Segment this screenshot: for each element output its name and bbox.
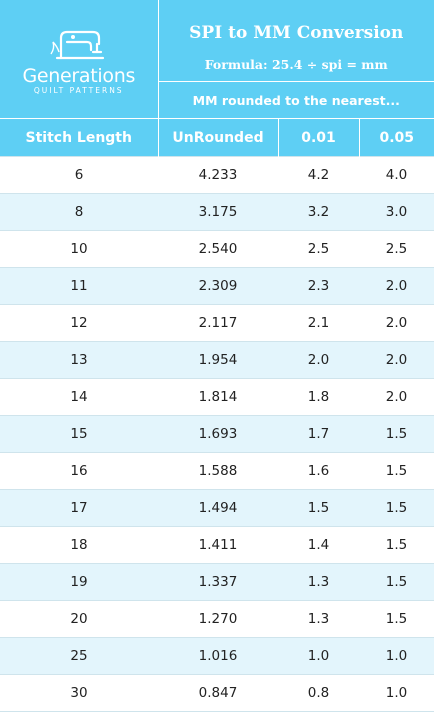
table-row: 30 0.847 0.8 1.0: [0, 674, 434, 712]
rounded-0-05-cell: 1.0: [359, 637, 434, 675]
table-row: 13 1.954 2.0 2.0: [0, 341, 434, 379]
stitch-length-cell: 10: [0, 230, 158, 268]
unrounded-cell: 1.337: [158, 563, 278, 601]
table-row: 18 1.411 1.4 1.5: [0, 526, 434, 564]
unrounded-cell: 2.309: [158, 267, 278, 305]
rounded-0-05-cell: 2.0: [359, 341, 434, 379]
logo: Generations QUILT PATTERNS: [0, 0, 159, 119]
rounded-0-05-cell: 1.5: [359, 600, 434, 638]
stitch-length-cell: 11: [0, 267, 158, 305]
table-row: 6 4.233 4.2 4.0: [0, 156, 434, 194]
table-row: 12 2.117 2.1 2.0: [0, 304, 434, 342]
table-row: 16 1.588 1.6 1.5: [0, 452, 434, 490]
table-row: 19 1.337 1.3 1.5: [0, 563, 434, 601]
stitch-length-cell: 15: [0, 415, 158, 453]
rounded-0-01-cell: 2.5: [278, 230, 359, 268]
table-row: 14 1.814 1.8 2.0: [0, 378, 434, 416]
unrounded-cell: 0.847: [158, 674, 278, 712]
stitch-length-cell: 25: [0, 637, 158, 675]
logo-brand: Generations: [22, 64, 136, 87]
unrounded-cell: 1.411: [158, 526, 278, 564]
rounded-0-05-cell: 1.5: [359, 415, 434, 453]
rounded-0-01-cell: 1.3: [278, 600, 359, 638]
rounded-0-05-cell: 4.0: [359, 156, 434, 194]
unrounded-cell: 2.540: [158, 230, 278, 268]
unrounded-cell: 2.117: [158, 304, 278, 342]
stitch-length-cell: 16: [0, 452, 158, 490]
unrounded-cell: 1.588: [158, 452, 278, 490]
stitch-length-cell: 30: [0, 674, 158, 712]
rounded-0-05-cell: 2.5: [359, 230, 434, 268]
rounded-0-01-cell: 1.0: [278, 637, 359, 675]
rounded-0-01-cell: 1.3: [278, 563, 359, 601]
table-row: 17 1.494 1.5 1.5: [0, 489, 434, 527]
stitch-length-cell: 12: [0, 304, 158, 342]
table-row: 25 1.016 1.0 1.0: [0, 637, 434, 675]
unrounded-cell: 3.175: [158, 193, 278, 231]
unrounded-cell: 1.494: [158, 489, 278, 527]
logo-tagline: QUILT PATTERNS: [33, 85, 124, 95]
unrounded-cell: 1.270: [158, 600, 278, 638]
stitch-length-cell: 6: [0, 156, 158, 194]
rounded-0-05-cell: 1.0: [359, 674, 434, 712]
rounded-0-05-cell: 1.5: [359, 452, 434, 490]
rounded-0-01-cell: 1.7: [278, 415, 359, 453]
rounded-0-01-cell: 1.4: [278, 526, 359, 564]
rounded-0-01-cell: 3.2: [278, 193, 359, 231]
unrounded-cell: 1.954: [158, 341, 278, 379]
rounded-0-01-cell: 1.5: [278, 489, 359, 527]
stitch-length-cell: 19: [0, 563, 158, 601]
stitch-length-cell: 18: [0, 526, 158, 564]
sewing-machine-icon: [50, 30, 104, 59]
stitch-length-cell: 20: [0, 600, 158, 638]
rounded-0-01-cell: 1.8: [278, 378, 359, 416]
table-row: 15 1.693 1.7 1.5: [0, 415, 434, 453]
stitch-length-cell: 17: [0, 489, 158, 527]
rounded-0-01-cell: 2.1: [278, 304, 359, 342]
formula-text: Formula: 25.4 ÷ spi = mm: [158, 47, 434, 82]
rounding-group-label: MM rounded to the nearest...: [157, 81, 434, 119]
column-header-unrounded: UnRounded: [157, 118, 278, 157]
rounded-0-01-cell: 0.8: [278, 674, 359, 712]
unrounded-cell: 1.814: [158, 378, 278, 416]
rounded-0-01-cell: 4.2: [278, 156, 359, 194]
column-header-0-05: 0.05: [358, 118, 434, 157]
column-header-0-01: 0.01: [277, 118, 359, 157]
rounded-0-05-cell: 2.0: [359, 267, 434, 305]
stitch-length-cell: 13: [0, 341, 158, 379]
rounded-0-05-cell: 3.0: [359, 193, 434, 231]
rounded-0-05-cell: 1.5: [359, 489, 434, 527]
table-row: 11 2.309 2.3 2.0: [0, 267, 434, 305]
rounded-0-01-cell: 2.0: [278, 341, 359, 379]
column-header-stitch-length: Stitch Length: [0, 118, 158, 157]
stitch-length-cell: 14: [0, 378, 158, 416]
table-row: 10 2.540 2.5 2.5: [0, 230, 434, 268]
stitch-length-cell: 8: [0, 193, 158, 231]
table-row: 20 1.270 1.3 1.5: [0, 600, 434, 638]
rounded-0-05-cell: 2.0: [359, 378, 434, 416]
unrounded-cell: 1.016: [158, 637, 278, 675]
unrounded-cell: 4.233: [158, 156, 278, 194]
rounded-0-01-cell: 2.3: [278, 267, 359, 305]
rounded-0-05-cell: 1.5: [359, 563, 434, 601]
unrounded-cell: 1.693: [158, 415, 278, 453]
page-title: SPI to MM Conversion: [158, 0, 434, 47]
table-body: 6 4.233 4.2 4.0 8 3.175 3.2 3.0 10 2.540 2.5 2.5 11 2…: [0, 156, 434, 712]
rounded-0-01-cell: 1.6: [278, 452, 359, 490]
table-row: 8 3.175 3.2 3.0: [0, 193, 434, 231]
rounded-0-05-cell: 2.0: [359, 304, 434, 342]
rounded-0-05-cell: 1.5: [359, 526, 434, 564]
